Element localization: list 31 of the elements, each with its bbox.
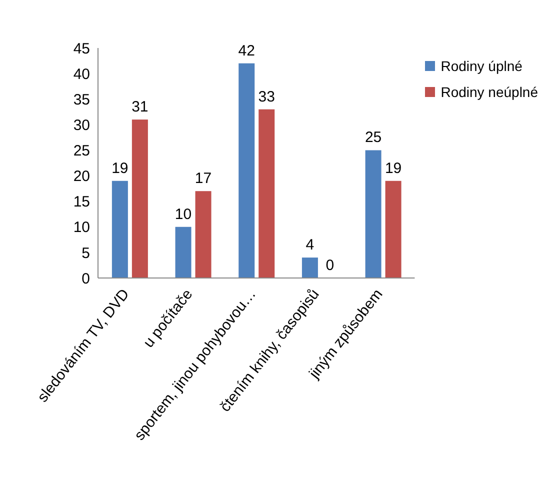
y-tick-label: 0 <box>82 270 90 288</box>
legend-label: Rodiny neúplné <box>440 84 538 100</box>
y-tick-label: 25 <box>73 142 90 160</box>
legend-label: Rodiny úplné <box>440 58 522 74</box>
data-label: 33 <box>258 88 275 106</box>
data-label: 0 <box>326 257 334 274</box>
y-tick-label: 30 <box>73 116 90 134</box>
data-label: 25 <box>364 129 382 146</box>
data-label: 19 <box>112 160 128 177</box>
y-tick-label: 35 <box>73 91 90 108</box>
bar <box>385 180 402 278</box>
y-tick-label: 45 <box>73 40 90 58</box>
bar <box>132 120 148 278</box>
y-tick-label: 10 <box>73 219 90 236</box>
data-label: 19 <box>384 160 402 177</box>
data-label: 42 <box>238 42 255 60</box>
bar <box>175 226 192 278</box>
y-tick-label: 15 <box>73 194 90 211</box>
bar <box>302 258 318 278</box>
y-tick-label: 40 <box>73 66 90 83</box>
data-label: 4 <box>306 236 314 254</box>
bar <box>238 63 255 278</box>
y-tick-label: 20 <box>73 168 90 186</box>
data-label: 10 <box>174 206 192 223</box>
data-label: 31 <box>132 98 148 116</box>
bar <box>195 191 212 278</box>
bar <box>365 150 382 278</box>
data-label: 17 <box>194 170 212 188</box>
y-tick-label: 5 <box>82 244 90 262</box>
bar <box>112 180 128 278</box>
bar <box>258 109 275 278</box>
